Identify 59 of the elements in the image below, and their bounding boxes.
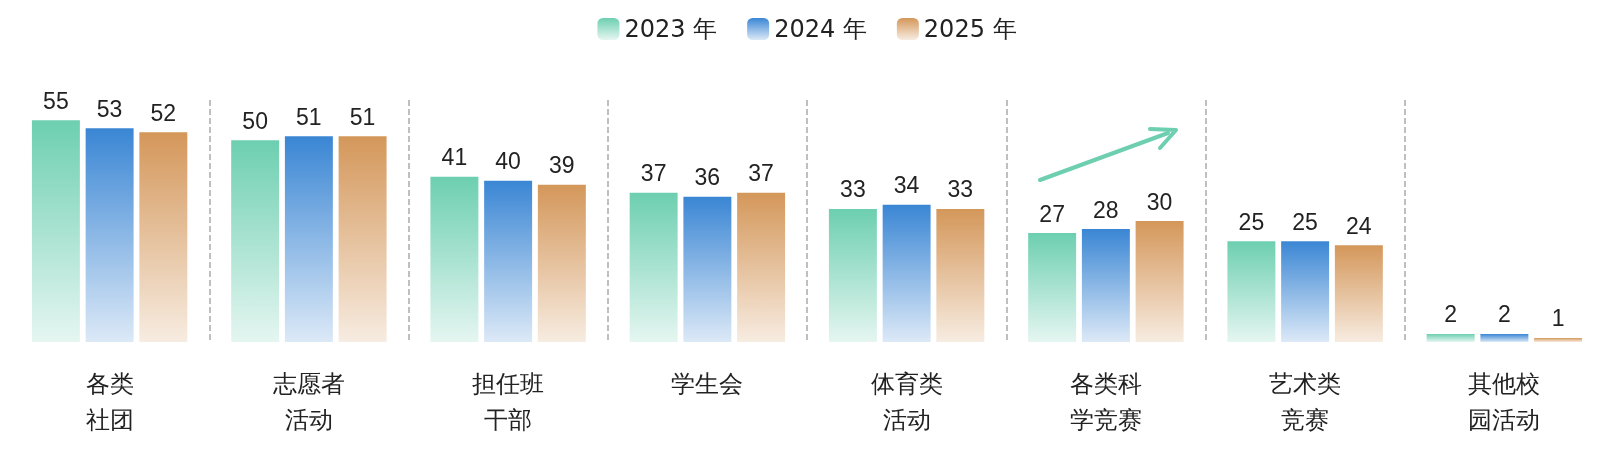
bar: [1081, 229, 1130, 342]
data-label: 37: [640, 160, 667, 187]
data-label: 33: [840, 176, 866, 203]
bar: [31, 120, 80, 342]
data-label: 2: [1497, 301, 1511, 328]
data-label: 50: [242, 107, 268, 134]
data-label: 51: [296, 103, 322, 130]
bar: [1028, 233, 1077, 342]
data-label: 34: [893, 172, 920, 199]
x-tick-label: 各类科学竞赛: [1069, 370, 1142, 434]
x-tick-label: 艺术类竞赛: [1269, 370, 1342, 434]
data-label: 1: [1551, 305, 1565, 332]
bar: [85, 128, 134, 342]
bar: [284, 136, 333, 342]
data-label: 25: [1238, 208, 1265, 235]
x-tick-label: 体育类活动: [870, 370, 943, 434]
bar: [737, 192, 786, 342]
data-label: 53: [96, 95, 123, 122]
bar: [139, 132, 188, 342]
legend-label: 2023 年: [624, 15, 718, 43]
bar: [338, 136, 387, 342]
data-label: 25: [1292, 208, 1318, 235]
x-tick-label: 志愿者活动: [272, 370, 345, 434]
bar: [882, 204, 931, 342]
data-label: 36: [694, 164, 721, 191]
x-tick-label: 担任班干部: [472, 370, 545, 434]
bar: [629, 192, 678, 342]
bar: [430, 176, 479, 342]
bar: [1480, 333, 1529, 342]
data-label: 2: [1444, 301, 1458, 328]
x-tick-label: 各类社团: [85, 370, 134, 434]
bar: [683, 196, 732, 342]
x-tick-label: 学生会: [671, 370, 744, 398]
legend-label: 2024 年: [774, 15, 867, 43]
bar: [1334, 245, 1383, 342]
data-label: 41: [441, 144, 468, 171]
data-label: 37: [748, 160, 774, 187]
data-label: 51: [349, 103, 376, 130]
legend-label: 2025 年: [923, 15, 1017, 43]
bar: [1281, 241, 1330, 342]
data-label: 24: [1346, 212, 1372, 239]
bar: [1534, 337, 1583, 342]
data-label: 52: [150, 99, 177, 126]
data-label: 30: [1146, 188, 1173, 215]
bar: [537, 184, 586, 342]
data-label: 40: [495, 148, 521, 175]
bar: [1426, 333, 1475, 342]
data-label: 39: [549, 152, 575, 179]
bar: [828, 208, 877, 342]
bar: [1135, 221, 1184, 342]
data-label: 55: [43, 87, 69, 114]
data-label: 28: [1093, 196, 1119, 223]
data-label: 33: [947, 176, 974, 203]
bar: [484, 180, 533, 342]
bar: [1227, 241, 1276, 342]
x-tick-label: 其他校园活动: [1468, 370, 1541, 434]
data-label: 27: [1039, 200, 1065, 227]
bar: [936, 208, 985, 342]
bar: [231, 140, 280, 342]
